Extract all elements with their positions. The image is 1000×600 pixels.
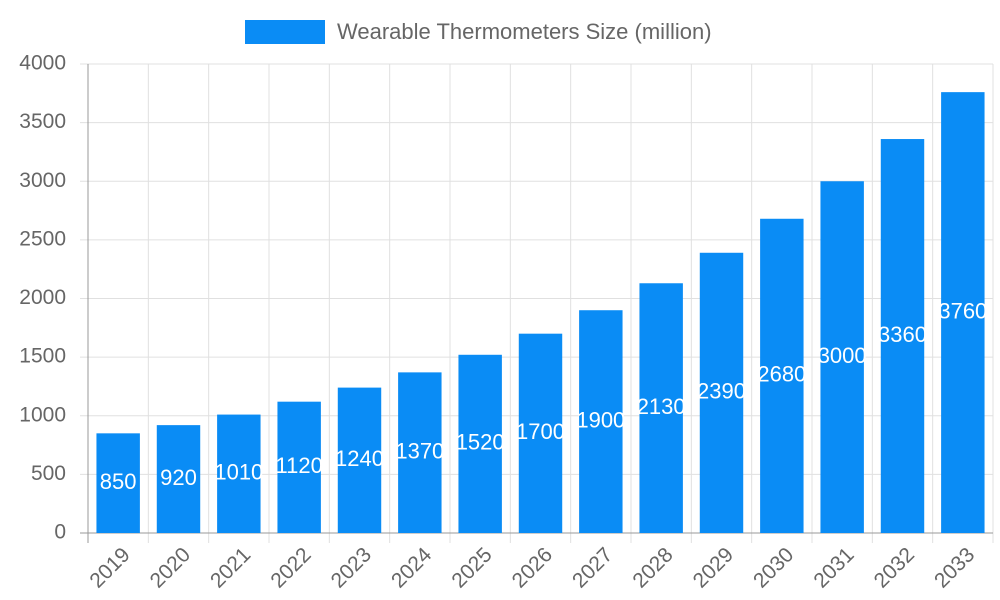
x-tick-label: 2033: [930, 543, 979, 592]
bar: [337, 387, 382, 533]
data-label: 2680: [757, 362, 806, 387]
bar: [277, 401, 321, 533]
x-tick-label: 2025: [447, 543, 496, 592]
x-tick-label: 2028: [628, 543, 677, 592]
x-tick-label: 2031: [809, 543, 858, 592]
data-label: 850: [100, 469, 137, 494]
legend-label: Wearable Thermometers Size (million): [337, 19, 712, 44]
bar: [518, 333, 563, 533]
y-tick-label: 2500: [19, 227, 66, 250]
bar: [699, 252, 744, 533]
data-label: 2130: [637, 394, 686, 419]
data-label: 1700: [516, 419, 565, 444]
bar: [941, 92, 985, 533]
x-tick-label: 2023: [327, 543, 376, 592]
x-tick-label: 2024: [387, 543, 437, 593]
y-tick-label: 4000: [19, 52, 66, 75]
data-label: 3000: [818, 343, 867, 368]
x-tick-label: 2026: [508, 543, 557, 592]
x-tick-label: 2027: [568, 543, 617, 592]
x-tick-label: 2022: [266, 543, 315, 592]
bar: [156, 425, 201, 533]
data-label: 1520: [456, 430, 505, 455]
y-tick-label: 2000: [19, 286, 66, 309]
bar: [96, 433, 140, 533]
y-tick-label: 1500: [19, 345, 66, 368]
bar: [217, 414, 261, 533]
data-label: 2390: [697, 379, 746, 404]
x-tick-label: 2020: [146, 543, 195, 592]
y-tick-label: 3000: [19, 169, 66, 192]
data-label: 1010: [214, 460, 263, 485]
data-label: 1370: [395, 438, 444, 463]
y-tick-label: 0: [54, 521, 66, 544]
bar: [760, 218, 804, 533]
data-label: 920: [160, 465, 197, 490]
bar: [398, 372, 442, 533]
x-tick-label: 2021: [206, 543, 255, 592]
data-label: 1240: [335, 446, 384, 471]
x-tick-label: 2019: [85, 543, 134, 592]
y-tick-label: 3500: [19, 110, 66, 133]
y-tick-label: 1000: [19, 403, 66, 426]
legend-swatch: [245, 20, 325, 44]
x-tick-label: 2029: [689, 543, 738, 592]
bar: [579, 310, 623, 533]
x-tick-label: 2032: [870, 543, 919, 592]
bar: [820, 181, 864, 533]
y-tick-label: 500: [31, 462, 66, 485]
data-label: 1900: [576, 407, 625, 432]
x-tick-label: 2030: [749, 543, 798, 592]
bar: [880, 139, 925, 534]
bar: [458, 354, 502, 533]
data-label: 3360: [878, 322, 927, 347]
data-label: 1120: [276, 453, 323, 478]
bar: [639, 283, 683, 533]
data-label: 3760: [938, 298, 987, 323]
